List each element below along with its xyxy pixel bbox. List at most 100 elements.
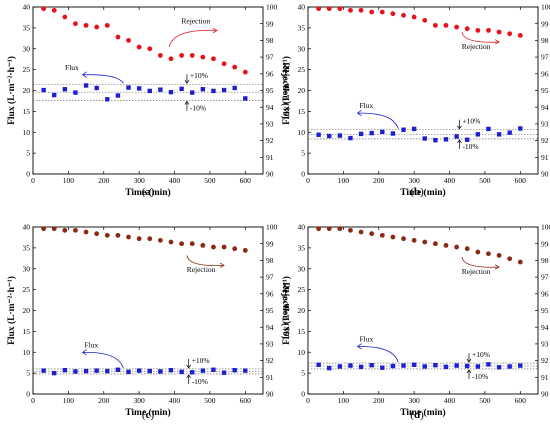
rejection-series [316,226,523,265]
x-tick-label: 100 [338,176,350,185]
flux-series [316,126,523,143]
right-y-tick-label: 94 [541,323,549,332]
rejection-point [348,7,353,13]
right-y-tick-label: 93 [541,120,549,129]
rejection-point [507,31,513,37]
flux-point [496,132,502,137]
right-y-tick-label: 99 [541,239,549,248]
left-y-tick-label: 35 [23,243,31,252]
flux-point [105,97,110,102]
panel-label: (d) [410,409,424,421]
rejection-point [232,246,238,252]
left-y-tick-label: 25 [298,285,306,294]
band-upper-arrowhead [457,125,462,130]
flux-annotation-arrowhead [81,71,87,78]
rejection-point [432,22,438,28]
rejection-point [496,252,502,258]
rejection-series [41,6,248,75]
right-y-tick-label: 93 [266,120,274,129]
flux-annotation-arrowhead [356,343,362,350]
x-tick-label: 0 [31,176,35,185]
flux-point [232,368,237,373]
rejection-point [507,256,513,262]
right-y-tick-label: 92 [541,136,549,145]
left-y-tick-label: 35 [298,243,306,252]
flux-point [83,83,89,88]
right-y-tick-label: 100 [541,3,550,12]
left-y-tick-label: 10 [298,128,306,137]
rejection-point [337,6,343,12]
flux-point [486,126,491,132]
left-y-tick-label: 25 [298,65,306,74]
flux-point [41,87,46,93]
rejection-point [401,12,406,18]
rejection-point [136,44,142,50]
flux-annotation-label: Flux [360,335,374,344]
flux-annotation-arrow [82,352,124,369]
right-y-tick-label: 93 [541,340,549,349]
rejection-point [358,229,364,235]
flux-annotation-arrow [357,112,399,129]
right-y-tick-label: 91 [266,373,274,382]
x-tick-label: 500 [479,176,491,185]
rejection-annotation-arrow [461,31,500,43]
left-y-tick-label: 20 [23,86,31,95]
flux-annotation-label: Flux [85,340,99,349]
rejection-point [422,239,428,245]
right-y-tick-label: 97 [541,53,549,62]
rejection-point [126,38,131,43]
rejection-point [62,227,68,233]
right-y-tick-label: 97 [266,273,274,282]
rejection-point [126,234,131,240]
left-axis-title: Flux (L·m⁻²·h⁻¹) [6,276,17,345]
x-tick-label: 300 [409,396,421,405]
flux-point [73,369,78,374]
left-y-tick-label: 10 [23,128,31,137]
left-y-tick-label: 5 [301,149,305,158]
x-tick-label: 100 [338,396,350,405]
rejection-point [179,241,185,247]
left-y-tick-label: 0 [26,170,30,179]
rejection-annotation-label: Rejection [181,17,210,26]
rejection-point [316,226,322,232]
flux-point [243,96,248,101]
right-y-tick-label: 94 [541,103,549,112]
rejection-point [422,17,428,23]
left-y-tick-label: 5 [301,369,305,378]
rejection-point [486,251,491,257]
left-y-tick-label: 40 [23,223,31,232]
flux-point [337,133,343,138]
left-y-tick-label: 15 [298,327,306,336]
x-axis-title: Time (min) [400,187,445,198]
band-lower-label: -10% [192,377,208,386]
x-tick-label: 400 [169,396,181,405]
rejection-point [51,226,57,232]
flux-point [401,127,406,132]
right-y-tick-label: 92 [266,136,274,145]
right-y-tick-label: 96 [541,69,549,78]
rejection-point [337,226,343,232]
band-lower-arrowhead [184,100,190,105]
flux-point [243,368,248,373]
flux-annotation-label: Flux [360,101,374,110]
rejection-point [179,53,185,58]
flux-point [422,136,427,141]
flux-series [316,362,523,371]
chart-panel-c: +10% -10% 0 100 200 300 400 500 600 0 5 10 15 20 25 30 3… [6,223,291,421]
flux-point [211,367,216,372]
flux-point [369,130,374,136]
rejection-point [369,9,375,15]
left-y-tick-label: 0 [26,390,30,399]
rejection-point [157,53,163,58]
right-y-tick-label: 99 [266,239,274,248]
rejection-annotation-label: Rejection [462,267,491,276]
panel-label: (b) [410,186,424,198]
band-lower-label: -10% [472,372,488,381]
flux-point [62,368,68,373]
flux-point [518,363,523,368]
rejection-point [432,241,438,247]
right-y-tick-label: 95 [266,86,274,95]
rejection-point [200,54,206,60]
left-y-tick-label: 5 [26,149,30,158]
left-y-tick-label: 30 [298,44,306,53]
